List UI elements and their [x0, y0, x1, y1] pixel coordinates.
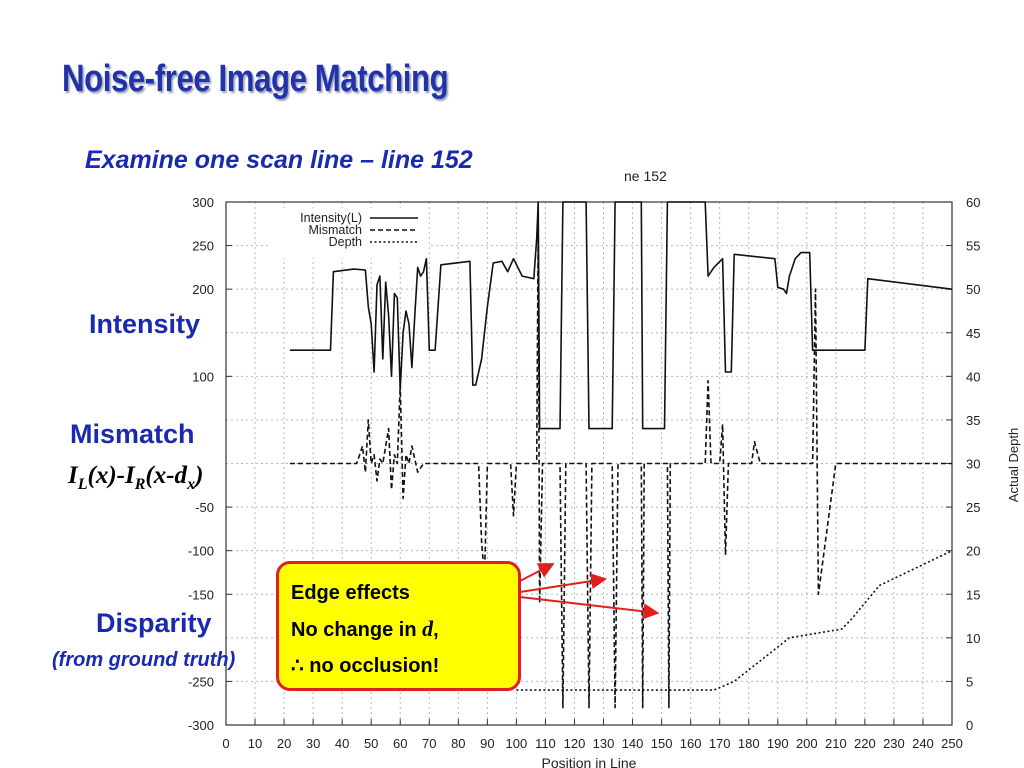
y-left-tick-label: -250: [188, 674, 214, 689]
x-tick-label: 40: [335, 736, 349, 751]
x-tick-label: 70: [422, 736, 436, 751]
y-right-tick-label: 50: [966, 282, 980, 297]
x-tick-label: 160: [680, 736, 702, 751]
y-right-tick-label: 20: [966, 544, 980, 559]
x-tick-label: 10: [248, 736, 262, 751]
x-tick-label: 150: [651, 736, 673, 751]
callout-arrows: [517, 563, 660, 620]
series-mismatch: [289, 223, 952, 709]
slide-title: Noise-free Image Matching: [62, 58, 449, 100]
x-tick-label: 220: [854, 736, 876, 751]
x-tick-label: 100: [506, 736, 528, 751]
x-tick-label: 230: [883, 736, 905, 751]
y-left-tick-label: 200: [192, 282, 214, 297]
chart-ticks: 0 10 20 30 40 50 60 70 80 90 100 110 120 130 140 150 160…: [188, 195, 981, 751]
series-depth: [516, 549, 953, 691]
x-tick-label: 240: [912, 736, 934, 751]
chart-title: ne 152: [624, 168, 667, 184]
y-right-tick-label: 60: [966, 195, 980, 210]
x-tick-label: 0: [222, 736, 229, 751]
x-tick-label: 90: [480, 736, 494, 751]
legend-label: Intensity(L): [300, 211, 362, 225]
callout-line-3: ∴ no occlusion!: [291, 655, 440, 677]
x-tick-label: 120: [564, 736, 586, 751]
series-intensity-l: [289, 201, 953, 430]
y-right-tick-label: 40: [966, 369, 980, 384]
mismatch-formula: IL(x)-IR(x-dx): [68, 462, 204, 493]
edge-effects-callout: Edge effects No change in d, ∴ no occlus…: [276, 561, 521, 691]
y-right-tick-label: 25: [966, 500, 980, 515]
x-tick-label: 180: [738, 736, 760, 751]
disparity-sublabel: (from ground truth): [52, 649, 236, 671]
legend-box: [268, 208, 428, 258]
x-tick-label: 110: [535, 736, 556, 751]
y-left-tick-label: 250: [192, 239, 214, 254]
legend-label: Mismatch: [309, 223, 363, 237]
x-tick-label: 250: [941, 736, 963, 751]
chart-series: [289, 201, 953, 709]
y-right-tick-label: 30: [966, 457, 980, 472]
y-right-tick-label: 15: [966, 587, 980, 602]
callout-line-2: No change in d,: [291, 616, 439, 641]
y-left-tick-label: -100: [188, 544, 214, 559]
x-tick-label: 130: [593, 736, 615, 751]
y-left-tick-label: -150: [188, 587, 214, 602]
x-tick-label: 20: [277, 736, 291, 751]
y-left-tick-label: -300: [188, 718, 214, 733]
x-tick-label: 190: [767, 736, 789, 751]
x-tick-label: 200: [796, 736, 818, 751]
mismatch-label: Mismatch: [70, 419, 195, 449]
x-tick-label: 50: [364, 736, 378, 751]
x-tick-label: 80: [451, 736, 465, 751]
y-left-tick-label: 100: [192, 369, 214, 384]
y-right-tick-label: 35: [966, 413, 980, 428]
y-left-tick-label: 300: [192, 195, 214, 210]
callout-arrow: [517, 563, 555, 583]
disparity-label: Disparity: [96, 608, 212, 638]
chart-ylabel-right: Actual Depth: [1006, 428, 1021, 502]
y-right-tick-label: 5: [966, 674, 973, 689]
callout-line-1: Edge effects: [291, 582, 410, 604]
x-tick-label: 210: [825, 736, 847, 751]
y-left-tick-label: -50: [195, 500, 214, 515]
slide-subtitle: Examine one scan line – line 152: [85, 146, 473, 174]
x-tick-label: 170: [709, 736, 731, 751]
intensity-label: Intensity: [89, 309, 201, 339]
y-right-tick-label: 45: [966, 326, 980, 341]
callout-arrow: [519, 596, 660, 620]
y-right-tick-label: 0: [966, 718, 973, 733]
x-tick-label: 60: [393, 736, 407, 751]
y-right-tick-label: 55: [966, 239, 980, 254]
chart-xlabel: Position in Line: [542, 755, 637, 768]
legend-label: Depth: [329, 235, 362, 249]
y-right-tick-label: 10: [966, 631, 980, 646]
callout-arrow: [519, 573, 608, 593]
x-tick-label: 140: [622, 736, 644, 751]
x-tick-label: 30: [306, 736, 320, 751]
